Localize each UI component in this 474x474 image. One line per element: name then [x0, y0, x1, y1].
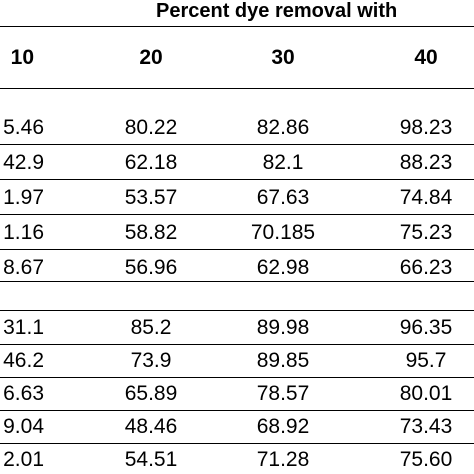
- table-cell: 95.7: [405, 349, 447, 372]
- table-cell: 6.63: [3, 382, 44, 405]
- row-rule: [0, 214, 474, 215]
- table-cell: 71.28: [256, 448, 310, 471]
- table-cell: 1.16: [3, 221, 44, 244]
- table-cell: 73.43: [399, 415, 453, 438]
- table-cell: 31.1: [3, 316, 44, 339]
- table-cell: 62.98: [256, 256, 310, 279]
- table-cell: 98.23: [399, 116, 453, 139]
- table-cell: 1.97: [3, 186, 44, 209]
- table-cell: 65.89: [124, 382, 178, 405]
- table-cell: 8.67: [3, 256, 44, 279]
- table-cell: 89.98: [256, 316, 310, 339]
- table-cell: 70.185: [250, 221, 316, 244]
- row-rule: [0, 249, 474, 250]
- table-cell: 46.2: [3, 349, 44, 372]
- table-cell: 85.2: [130, 316, 172, 339]
- group2-top-rule: [0, 310, 474, 311]
- table-cell: 67.63: [256, 186, 310, 209]
- table-cell: 82.86: [256, 116, 310, 139]
- table-cell: 53.57: [124, 186, 178, 209]
- table-cell: 54.51: [124, 448, 178, 471]
- column-header-40: 40: [414, 46, 438, 69]
- column-header-20: 20: [139, 46, 163, 69]
- table-cell: 74.84: [399, 186, 453, 209]
- table-cell: 75.60: [399, 448, 453, 471]
- table-cell: 42.9: [3, 151, 44, 174]
- table-cell: 5.46: [3, 116, 44, 139]
- row-rule: [0, 144, 474, 145]
- row-rule: [0, 410, 474, 411]
- table-cell: 9.04: [3, 415, 44, 438]
- group-divider-rule: [0, 281, 474, 282]
- table-cell: 2.01: [3, 448, 44, 471]
- table-cell: 62.18: [124, 151, 178, 174]
- table-cell: 88.23: [399, 151, 453, 174]
- title-underline: [0, 26, 474, 27]
- table-cell: 75.23: [399, 221, 453, 244]
- table-cell: 80.01: [399, 382, 453, 405]
- table-cell: 78.57: [256, 382, 310, 405]
- table-cell: 96.35: [399, 316, 453, 339]
- table-cell: 66.23: [399, 256, 453, 279]
- row-rule: [0, 179, 474, 180]
- column-header-10: 10: [10, 46, 34, 69]
- table-cell: 73.9: [130, 349, 172, 372]
- table-cell: 48.46: [124, 415, 178, 438]
- table-cell: 58.82: [124, 221, 178, 244]
- table-cell: 56.96: [124, 256, 178, 279]
- table-cell: 82.1: [262, 151, 304, 174]
- table-cell: 68.92: [256, 415, 310, 438]
- header-rule: [0, 88, 474, 89]
- row-rule: [0, 344, 474, 345]
- row-rule: [0, 377, 474, 378]
- table-title: Percent dye removal with: [156, 0, 398, 22]
- table-cell: 89.85: [256, 349, 310, 372]
- row-rule: [0, 443, 474, 444]
- table-cell: 80.22: [124, 116, 178, 139]
- column-header-30: 30: [271, 46, 295, 69]
